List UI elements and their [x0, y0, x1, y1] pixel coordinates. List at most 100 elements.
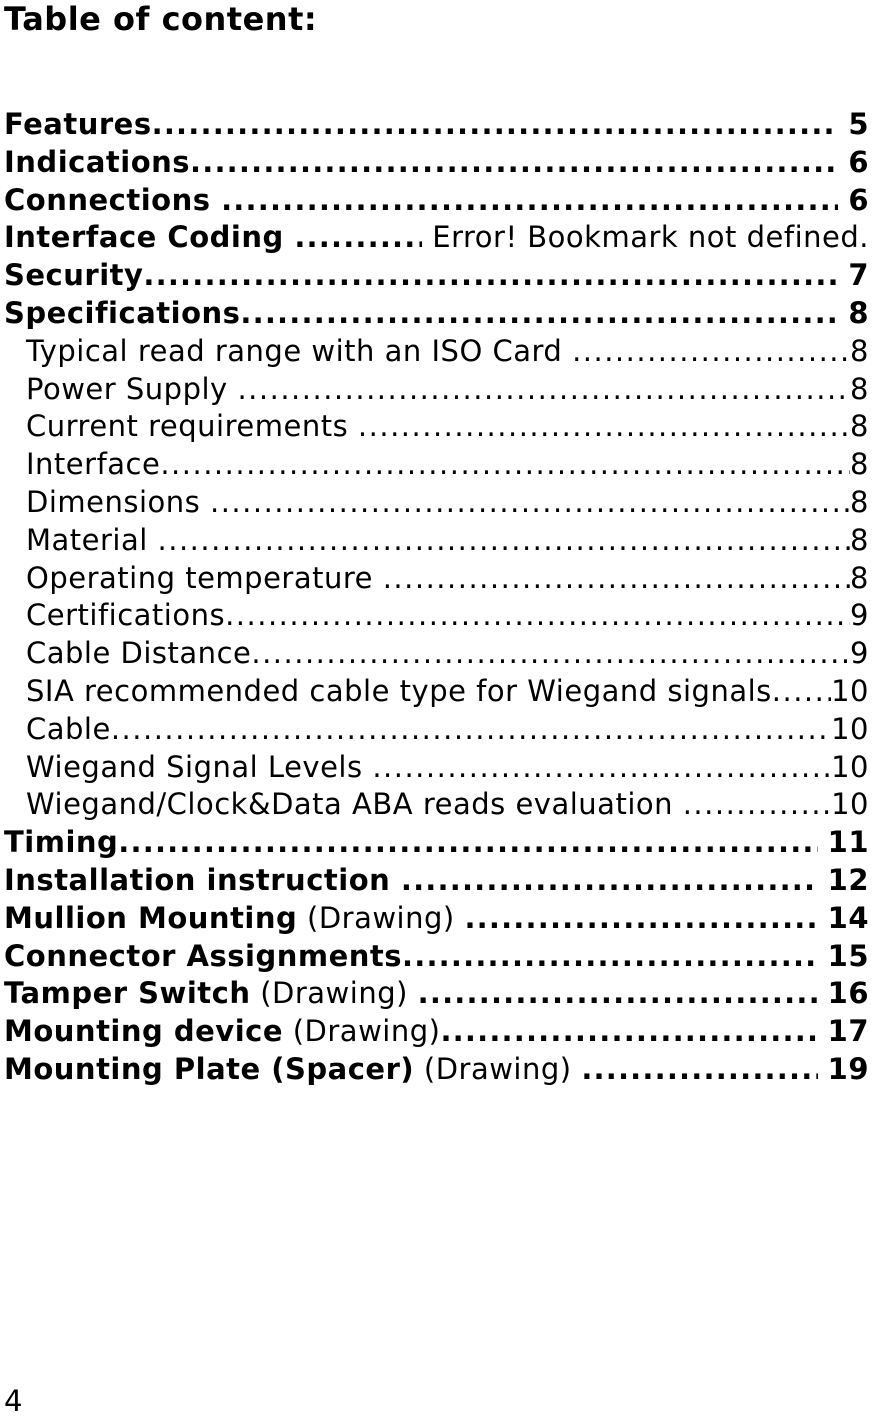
toc-page-number: 15 — [827, 938, 869, 973]
toc-entry-label-normal: Current requirements — [26, 409, 358, 444]
toc-page-number: 12 — [827, 862, 869, 897]
toc-page-number: 5 — [848, 107, 869, 141]
toc-dot-leader: ........................................… — [771, 673, 831, 708]
toc-entry[interactable]: Cable...................................… — [4, 711, 869, 749]
toc-dot-leader: ........................................… — [240, 295, 839, 330]
toc-dot-leader: ........................................… — [402, 938, 818, 973]
toc-page-number: 17 — [827, 1014, 869, 1049]
toc-page-number: 8 — [850, 560, 869, 595]
toc-entry-label-normal: Operating temperature — [26, 560, 383, 595]
toc-entry[interactable]: Typical read range with an ISO Card ....… — [4, 333, 869, 371]
toc-dot-leader: ........................................… — [417, 976, 818, 1011]
toc-entry-label-normal: SIA recommended cable type for Wiegand s… — [26, 673, 772, 708]
toc-entry[interactable]: Mounting Plate (Spacer) (Drawing) ......… — [4, 1051, 869, 1089]
toc-entry-label-normal: Certifications — [26, 598, 226, 633]
toc-entry[interactable]: Certifications..........................… — [4, 597, 869, 635]
toc-entry-label-bold: Mullion Mounting — [4, 900, 298, 935]
toc-dot-leader: ........................................… — [372, 749, 831, 784]
toc-dot-leader: ........................................… — [237, 371, 850, 406]
toc-entry-label-bold: Timing — [4, 825, 119, 860]
toc-page-number: 10 — [831, 749, 869, 784]
toc-entry[interactable]: Tamper Switch (Drawing) ................… — [4, 975, 869, 1013]
toc-dot-leader: ........................................… — [143, 258, 839, 293]
toc-entry-label-normal: Material — [26, 522, 158, 557]
toc-dot-leader: ........................................… — [118, 825, 817, 860]
toc-entry[interactable]: Current requirements ...................… — [4, 408, 869, 446]
toc-page-number: 19 — [827, 1051, 869, 1086]
toc-entry-label-normal: Cable — [26, 711, 111, 746]
toc-page-number: 9 — [850, 598, 869, 633]
toc-page-number: 8 — [850, 409, 869, 444]
toc-entry[interactable]: Timing..................................… — [4, 824, 869, 862]
page-number-footer: 4 — [4, 1384, 23, 1418]
toc-dot-leader: ........................................… — [440, 1014, 817, 1049]
toc-entry-label-normal: Cable Distance — [26, 636, 252, 671]
toc-entry[interactable]: Wiegand/Clock&Data ABA reads evaluation … — [4, 786, 869, 824]
toc-entry-label-normal: Interface — [26, 447, 161, 482]
toc-page-number: 8 — [850, 522, 869, 557]
toc-entry-label-normal: (Drawing) — [250, 976, 418, 1011]
toc-entry[interactable]: Indications.............................… — [4, 144, 869, 182]
table-of-contents: Features................................… — [4, 106, 869, 1089]
toc-entry-label-normal: (Drawing) — [297, 900, 465, 935]
toc-entry-label-bold: Mounting Plate (Spacer) — [4, 1051, 415, 1086]
toc-page-number: 10 — [831, 787, 869, 822]
toc-page-number: 8 — [850, 333, 869, 368]
toc-entry[interactable]: Features................................… — [4, 106, 869, 144]
toc-entry[interactable]: Material ...............................… — [4, 522, 869, 560]
toc-dot-leader: ........................................… — [221, 182, 838, 217]
toc-entry-label-bold: Specifications — [4, 295, 241, 330]
toc-entry-label-normal: Power Supply — [26, 371, 238, 406]
toc-dot-leader: ........................................… — [581, 1051, 818, 1086]
toc-entry[interactable]: Interface Coding .......................… — [4, 219, 869, 257]
toc-entry[interactable]: Operating temperature ..................… — [4, 560, 869, 598]
toc-dot-leader: ........................................… — [151, 107, 839, 141]
toc-entry-label-normal: Dimensions — [26, 484, 210, 519]
toc-entry-label-normal: Wiegand Signal Levels — [26, 749, 373, 784]
toc-page-number: 14 — [827, 900, 869, 935]
toc-entry[interactable]: Security................................… — [4, 257, 869, 295]
toc-entry-label-normal: (Drawing) — [283, 1014, 441, 1049]
toc-page-number: 8 — [848, 295, 869, 330]
toc-page-number: 6 — [848, 144, 869, 179]
toc-entry-label-bold: Indications — [4, 144, 191, 179]
toc-dot-leader: ........................................… — [382, 560, 850, 595]
toc-page-number: 9 — [850, 636, 869, 671]
toc-page-number: 10 — [831, 673, 869, 708]
toc-page-number: 8 — [850, 371, 869, 406]
toc-entry[interactable]: Connections ............................… — [4, 182, 869, 220]
toc-entry-label-bold: Installation instruction — [4, 862, 401, 897]
toc-dot-leader: ........................................… — [251, 636, 850, 671]
toc-entry[interactable]: Connector Assignments...................… — [4, 938, 869, 976]
toc-entry[interactable]: Specifications..........................… — [4, 295, 869, 333]
toc-entry-label-bold: Mounting device — [4, 1014, 284, 1049]
toc-entry[interactable]: Cable Distance..........................… — [4, 635, 869, 673]
toc-dot-leader: ........................................… — [400, 862, 818, 897]
toc-dot-leader: ........................................… — [157, 522, 851, 557]
toc-entry[interactable]: Dimensions .............................… — [4, 484, 869, 522]
toc-entry-label-bold: Connector Assignments — [4, 938, 403, 973]
toc-dot-leader: ........................................… — [572, 333, 851, 368]
toc-entry-label-bold: Security — [4, 258, 144, 293]
toc-dot-leader: ........................................… — [294, 220, 422, 255]
toc-page-number: 11 — [827, 825, 869, 860]
toc-page-number: 7 — [848, 258, 869, 293]
toc-page-number: 16 — [827, 976, 869, 1011]
toc-entry-label-normal: (Drawing) — [414, 1051, 582, 1086]
toc-dot-leader: ........................................… — [160, 447, 850, 482]
toc-entry[interactable]: Wiegand Signal Levels ..................… — [4, 749, 869, 787]
toc-entry[interactable]: Installation instruction ...............… — [4, 862, 869, 900]
toc-entry[interactable]: Mounting device (Drawing)...............… — [4, 1013, 869, 1051]
toc-entry[interactable]: Power Supply ...........................… — [4, 371, 869, 409]
toc-entry[interactable]: Mullion Mounting (Drawing) .............… — [4, 900, 869, 938]
toc-page-number: 8 — [850, 484, 869, 519]
toc-dot-leader: ........................................… — [209, 484, 851, 519]
toc-entry[interactable]: SIA recommended cable type for Wiegand s… — [4, 673, 869, 711]
toc-entry-label-normal: Typical read range with an ISO Card — [26, 333, 573, 368]
toc-page-number: 8 — [850, 447, 869, 482]
toc-entry-label-bold: Connections — [4, 182, 222, 217]
toc-entry-label-bold: Features — [4, 107, 152, 141]
toc-entry[interactable]: Interface...............................… — [4, 446, 869, 484]
toc-dot-leader: ........................................… — [190, 144, 838, 179]
toc-dot-leader: ........................................… — [682, 787, 831, 822]
